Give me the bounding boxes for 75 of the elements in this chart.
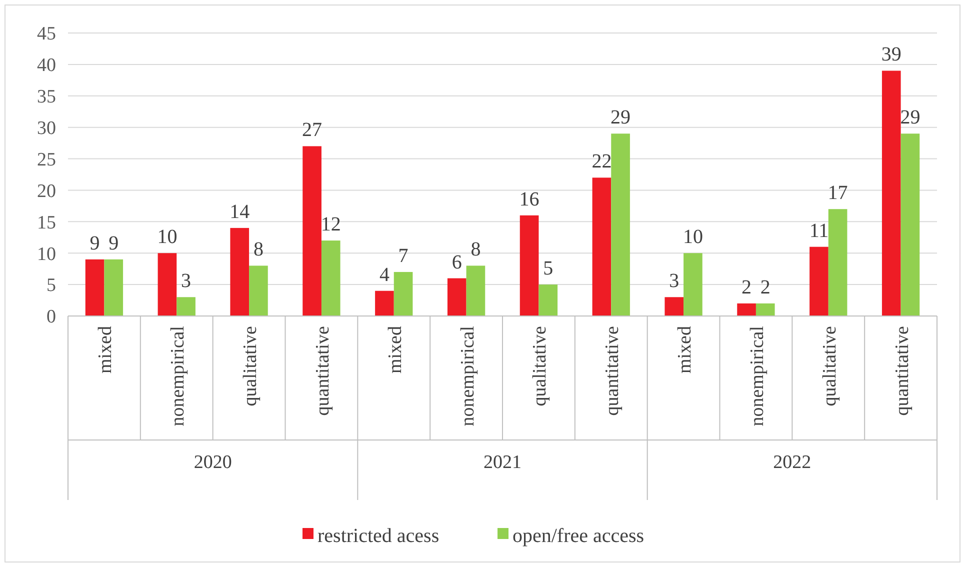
data-label: 29 — [610, 106, 631, 129]
y-tick-label: 10 — [37, 244, 56, 265]
bar — [756, 303, 775, 316]
bar — [104, 259, 124, 316]
bar — [158, 253, 177, 316]
data-label: 16 — [519, 188, 540, 210]
text: 2020 — [194, 452, 232, 473]
bar — [810, 246, 828, 316]
bar — [684, 253, 702, 316]
bar — [466, 266, 486, 316]
x-tick-label: mixed — [384, 326, 406, 374]
bar — [447, 278, 466, 316]
x-tick-label: quantitative — [892, 326, 913, 416]
data-label: 3 — [181, 270, 192, 292]
legend-label: restricted acess — [318, 525, 440, 547]
x-tick-label: quantitative — [602, 326, 624, 416]
data-label: 11 — [809, 220, 829, 242]
bar — [520, 215, 539, 316]
data-label: 2 — [742, 276, 752, 298]
bar — [882, 70, 901, 316]
x-tick-label: qualitative — [240, 326, 262, 406]
legend-label: open/free access — [512, 525, 644, 547]
data-label: 8 — [470, 238, 481, 261]
data-label: 9 — [108, 232, 119, 254]
y-tick-label: 40 — [37, 55, 56, 76]
x-tick-label: nonempirical — [457, 326, 478, 426]
data-label: 5 — [543, 258, 554, 280]
data-label: 8 — [253, 238, 264, 261]
y-tick-label: 0 — [46, 306, 56, 328]
y-tick-label: 15 — [37, 212, 56, 234]
data-label: 10 — [157, 226, 178, 248]
bar — [302, 146, 322, 316]
bar — [664, 297, 684, 316]
bar — [828, 209, 848, 316]
x-tick-label: qualitative — [530, 326, 551, 406]
bar — [900, 134, 920, 316]
bar — [85, 259, 104, 316]
y-tick-label: 35 — [37, 86, 56, 108]
data-label: 17 — [828, 182, 848, 204]
text: 2021 — [484, 452, 522, 473]
bar — [321, 240, 340, 316]
y-tick-label: 5 — [46, 275, 56, 296]
bar — [230, 228, 250, 316]
data-label: 6 — [452, 251, 462, 274]
y-tick-label: 30 — [37, 118, 56, 139]
bar — [375, 290, 394, 316]
data-label: 39 — [881, 44, 902, 66]
bar — [249, 266, 268, 316]
bar — [394, 272, 413, 316]
data-label: 2 — [760, 276, 770, 298]
bar — [592, 178, 612, 316]
data-label: 3 — [669, 270, 680, 292]
x-tick-label: mixed — [95, 326, 116, 374]
data-label: 12 — [320, 214, 341, 236]
data-label: 22 — [592, 150, 612, 173]
data-label: 14 — [230, 200, 250, 223]
bar — [176, 297, 196, 316]
bar — [538, 284, 558, 316]
bar — [737, 303, 756, 316]
x-tick-label: nonempirical — [746, 326, 768, 426]
data-label: 10 — [682, 226, 703, 248]
data-label: 7 — [398, 244, 408, 267]
bar — [611, 134, 630, 316]
data-label: 29 — [900, 106, 920, 129]
y-tick-label: 45 — [37, 24, 56, 45]
x-tick-label: mixed — [674, 326, 696, 374]
y-tick-label: 20 — [37, 180, 56, 202]
x-tick-label: qualitative — [819, 326, 840, 406]
text: 2022 — [773, 452, 812, 473]
data-label: 4 — [379, 264, 390, 286]
data-label: 27 — [302, 119, 322, 142]
data-label: 9 — [90, 232, 100, 254]
y-tick-label: 25 — [37, 149, 56, 170]
x-tick-label: nonempirical — [168, 326, 189, 426]
x-tick-label: quantitative — [312, 326, 334, 416]
